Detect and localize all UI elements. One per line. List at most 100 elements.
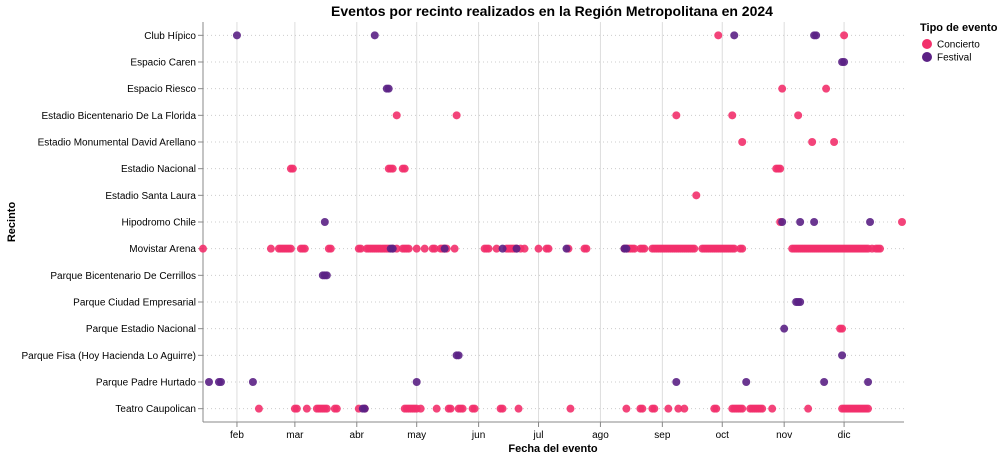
- festival-point: [388, 244, 397, 253]
- festival-point: [812, 31, 821, 40]
- y-tick-label: Parque Estadio Nacional: [86, 324, 196, 335]
- concierto-point: [416, 404, 425, 413]
- festival-point: [440, 244, 449, 253]
- legend: Tipo de evento Concierto Festival: [920, 22, 998, 64]
- concierto-point: [458, 404, 467, 413]
- concierto-point: [738, 138, 747, 146]
- concierto-point: [452, 111, 461, 120]
- x-tick-label: jun: [471, 430, 485, 441]
- concierto-point: [630, 244, 639, 253]
- concierto-point: [582, 244, 591, 253]
- concierto-point: [534, 244, 543, 253]
- legend-symbol: [922, 52, 932, 62]
- concierto-point: [776, 164, 785, 173]
- x-tick-label: dic: [838, 430, 851, 441]
- concierto-point: [254, 404, 263, 413]
- y-tick-label: Estadio Santa Laura: [105, 191, 196, 202]
- concierto-point: [492, 244, 501, 253]
- x-tick-label: sep: [654, 430, 671, 441]
- concierto-point: [356, 244, 365, 253]
- concierto-point: [728, 111, 737, 120]
- x-tick-label: abr: [350, 430, 365, 441]
- y-tick-label: Teatro Caupolican: [115, 404, 196, 415]
- concierto-point: [266, 244, 275, 253]
- y-tick-label: Parque Fisa (Hoy Hacienda Lo Aguirre): [21, 351, 196, 362]
- festival-point: [810, 218, 819, 226]
- concierto-point: [199, 244, 207, 253]
- concierto-point: [808, 138, 817, 146]
- festival-point: [454, 351, 463, 360]
- concierto-point: [326, 244, 335, 253]
- concierto-point: [864, 404, 873, 413]
- festival-point: [820, 378, 829, 386]
- x-tick-label: oct: [716, 430, 730, 441]
- y-tick-label: Estadio Monumental David Arellano: [38, 138, 197, 149]
- festival-point: [370, 31, 379, 40]
- concierto-point: [300, 244, 309, 253]
- concierto-point: [484, 244, 493, 253]
- concierto-point: [758, 404, 767, 413]
- concierto-point: [400, 164, 409, 173]
- concierto-point: [544, 244, 553, 253]
- concierto-point: [430, 244, 439, 253]
- concierto-point: [804, 404, 813, 413]
- x-tick-label: may: [407, 430, 426, 441]
- concierto-point: [392, 111, 401, 120]
- festival-point: [204, 378, 213, 386]
- y-tick-label: Parque Ciudad Empresarial: [73, 298, 196, 309]
- x-tick-label: nov: [776, 430, 792, 441]
- concierto-point: [830, 138, 839, 146]
- chart-title: Eventos por recinto realizados en la Reg…: [331, 3, 773, 19]
- festival-point: [796, 218, 805, 226]
- festival-point: [838, 351, 847, 360]
- concierto-point: [650, 404, 659, 413]
- festival-point: [672, 378, 681, 386]
- concierto-point: [840, 31, 849, 40]
- legend-title: Tipo de evento: [920, 22, 998, 34]
- concierto-point: [674, 404, 683, 413]
- festival-point: [232, 31, 241, 40]
- concierto-point: [838, 324, 847, 333]
- concierto-point: [690, 244, 699, 253]
- concierto-point: [822, 84, 831, 93]
- concierto-point: [498, 404, 507, 413]
- festival-point: [216, 378, 225, 386]
- concierto-point: [292, 404, 301, 413]
- legend-label: Festival: [937, 53, 971, 64]
- concierto-point: [432, 404, 441, 413]
- x-tick-label: jul: [533, 430, 544, 441]
- concierto-point: [514, 404, 523, 413]
- x-tick-label: feb: [230, 430, 244, 441]
- concierto-point: [288, 164, 297, 173]
- festival-point: [360, 404, 369, 413]
- concierto-point: [566, 404, 575, 413]
- concierto-point: [730, 244, 739, 253]
- legend-label: Concierto: [937, 40, 980, 51]
- festival-point: [840, 58, 849, 66]
- axes: feb mar abr may jun jul ago sep oct nov dic Club Hí…: [21, 22, 904, 441]
- grid: [203, 22, 904, 422]
- x-tick-label: mar: [286, 430, 304, 441]
- festival-point: [322, 271, 331, 280]
- festival-point: [412, 378, 421, 386]
- festival-point: [866, 218, 875, 226]
- data-points: [199, 31, 907, 413]
- festival-point: [498, 244, 507, 253]
- festival-point: [864, 378, 873, 386]
- y-tick-label: Espacio Riesco: [127, 84, 196, 95]
- concierto-point: [712, 404, 721, 413]
- concierto-point: [446, 404, 455, 413]
- festival-point: [512, 244, 521, 253]
- festival-point: [248, 378, 257, 386]
- x-axis-title: Fecha del evento: [508, 443, 598, 455]
- festival-point: [384, 84, 393, 93]
- y-tick-label: Espacio Caren: [130, 58, 196, 69]
- y-axis-title: Recinto: [6, 202, 18, 243]
- concierto-point: [876, 244, 885, 253]
- concierto-point: [768, 404, 777, 413]
- concierto-point: [714, 31, 723, 40]
- y-tick-label: Hipodromo Chile: [122, 218, 197, 229]
- x-tick-label: ago: [592, 430, 609, 441]
- concierto-point: [898, 218, 907, 226]
